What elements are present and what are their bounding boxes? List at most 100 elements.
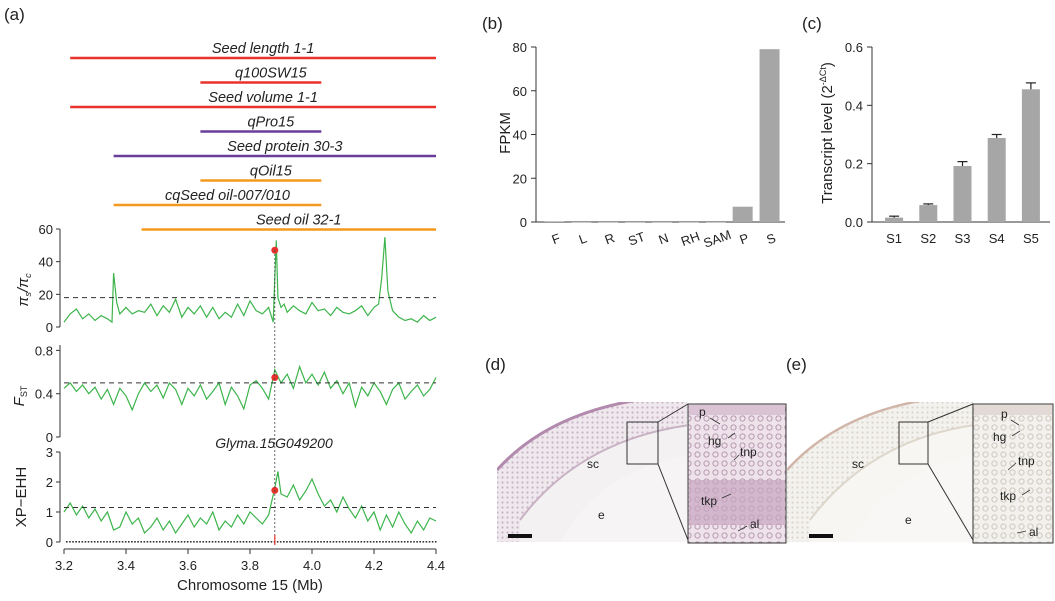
pi-y-tick-label: 60 <box>39 222 53 237</box>
snp-dot <box>388 541 390 543</box>
snp-dot <box>292 541 294 543</box>
fpkm-x-ticks: F L R ST N RH SAM P S <box>550 227 778 251</box>
fpkm-bar <box>759 49 780 222</box>
fpkm-y-tick-label: 20 <box>513 171 527 186</box>
snp-dot <box>193 541 195 543</box>
fpkm-y-tick-label: 60 <box>513 84 527 99</box>
snp-dot <box>128 541 130 543</box>
snp-dot <box>75 541 77 543</box>
transcript-x-tick-label: S5 <box>1023 231 1039 246</box>
panel-e-sc: sc <box>852 457 864 471</box>
qtl-label: q100SW15 <box>235 66 308 82</box>
snp-dot <box>341 541 344 543</box>
chr-x-label: Chromosome 15 (Mb) <box>177 577 323 594</box>
panel-d-al: al <box>750 517 759 531</box>
xpehh-y-tick-label: 1 <box>46 505 53 520</box>
panel-e-tkp: tkp <box>1000 489 1016 503</box>
fpkm-x-tick-label: P <box>737 230 750 247</box>
snp-dot <box>264 541 266 543</box>
transcript-x-tick-label: S2 <box>920 231 936 246</box>
snp-density-dots <box>66 541 437 543</box>
panel-d-e: e <box>598 508 605 522</box>
snp-dot <box>301 541 304 543</box>
chr-x-tick-label: 4.2 <box>365 558 383 573</box>
snp-dot <box>382 541 384 543</box>
snp-dot <box>205 541 208 543</box>
fpkm-x-tick-label: L <box>577 230 589 247</box>
transcript-bar <box>919 205 938 222</box>
snp-dot <box>422 541 425 543</box>
snp-dot <box>270 541 273 543</box>
snp-dot <box>233 541 235 543</box>
panel-d-label: (d) <box>485 355 506 374</box>
fpkm-bars <box>544 49 780 223</box>
qtl-label: Seed oil 32-1 <box>256 213 341 229</box>
snp-dot <box>152 541 155 543</box>
fpkm-x-tick-label: R <box>603 230 617 247</box>
panel-b-label: (b) <box>482 14 503 33</box>
snp-dot <box>372 541 375 543</box>
snp-dot <box>109 541 111 543</box>
transcript-y-tick-label: 0.0 <box>845 215 863 230</box>
snp-dot <box>199 541 201 543</box>
snp-dot <box>310 541 313 543</box>
snp-dot <box>143 541 146 543</box>
fpkm-bar <box>625 222 646 223</box>
snp-dot <box>354 541 356 543</box>
fpkm-bar <box>652 222 672 223</box>
snp-dot <box>255 541 257 543</box>
snp-dot <box>236 541 239 543</box>
snp-dot <box>168 541 170 543</box>
pi-y-ticks: 0 20 40 60 <box>39 222 60 335</box>
snp-dot <box>335 541 338 543</box>
snp-dot <box>326 541 328 543</box>
snp-dot <box>329 541 332 543</box>
snp-dot <box>345 541 347 543</box>
snp-dot <box>183 541 186 543</box>
fpkm-y-tick-label: 80 <box>513 40 527 55</box>
fst-series-line <box>63 364 437 412</box>
snp-dot <box>413 541 415 543</box>
panel-d-inset-box <box>626 421 659 465</box>
transcript-x-tick-label: S4 <box>989 231 1005 246</box>
xpehh-track: 0 1 2 3 XP−EHH <box>13 445 437 550</box>
pi-y-tick-label: 20 <box>39 287 53 302</box>
snp-dot <box>214 541 217 543</box>
qtl-label: Seed length 1-1 <box>212 41 314 57</box>
transcript-bar <box>953 166 972 222</box>
transcript-bar <box>885 217 904 222</box>
snp-dot <box>115 541 118 543</box>
fpkm-y-tick-label: 0 <box>520 215 527 230</box>
snp-dot <box>103 541 105 543</box>
panel-e-zoom <box>972 403 1054 544</box>
transcript-x-tick-label: S3 <box>955 231 971 246</box>
snp-dot <box>363 541 366 543</box>
snp-dot <box>165 541 167 543</box>
snp-dot <box>208 541 211 543</box>
pi-y-label: πs/πc <box>15 273 33 307</box>
snp-dot <box>190 541 192 543</box>
chr-x-tick-label: 3.8 <box>241 558 259 573</box>
snp-dot <box>320 541 322 543</box>
pi-ratio-track: 0 20 40 60 πs/πc <box>15 222 437 335</box>
pi-y-tick-label: 40 <box>39 255 53 270</box>
snp-dot <box>279 541 282 543</box>
snp-dot <box>348 541 350 543</box>
qtl-label: qPro15 <box>247 115 295 131</box>
panel-d: (d) sc e p hg tnp tkp al <box>485 355 787 544</box>
panel-e-al: al <box>1029 525 1038 539</box>
panel-c-label: (c) <box>802 14 822 33</box>
snp-dot <box>304 541 307 543</box>
panel-d-micrograph <box>497 402 687 542</box>
transcript-bars <box>885 82 1040 223</box>
snp-dot <box>248 541 251 543</box>
snp-dot <box>100 541 102 543</box>
snp-dot <box>307 541 310 543</box>
transcript-x-tick-label: S1 <box>886 231 902 246</box>
snp-dot <box>134 541 136 543</box>
fpkm-x-tick-label: RH <box>679 229 702 250</box>
xpehh-y-ticks: 0 1 2 3 <box>46 445 60 550</box>
chr-x-ticks: 3.2 3.4 3.6 3.8 4.0 4.2 4.4 <box>55 549 445 573</box>
qtl-bars: Seed length 1-1 q100SW15 Seed volume 1-1 qP… <box>70 41 436 231</box>
panel-d-p: p <box>699 405 706 419</box>
